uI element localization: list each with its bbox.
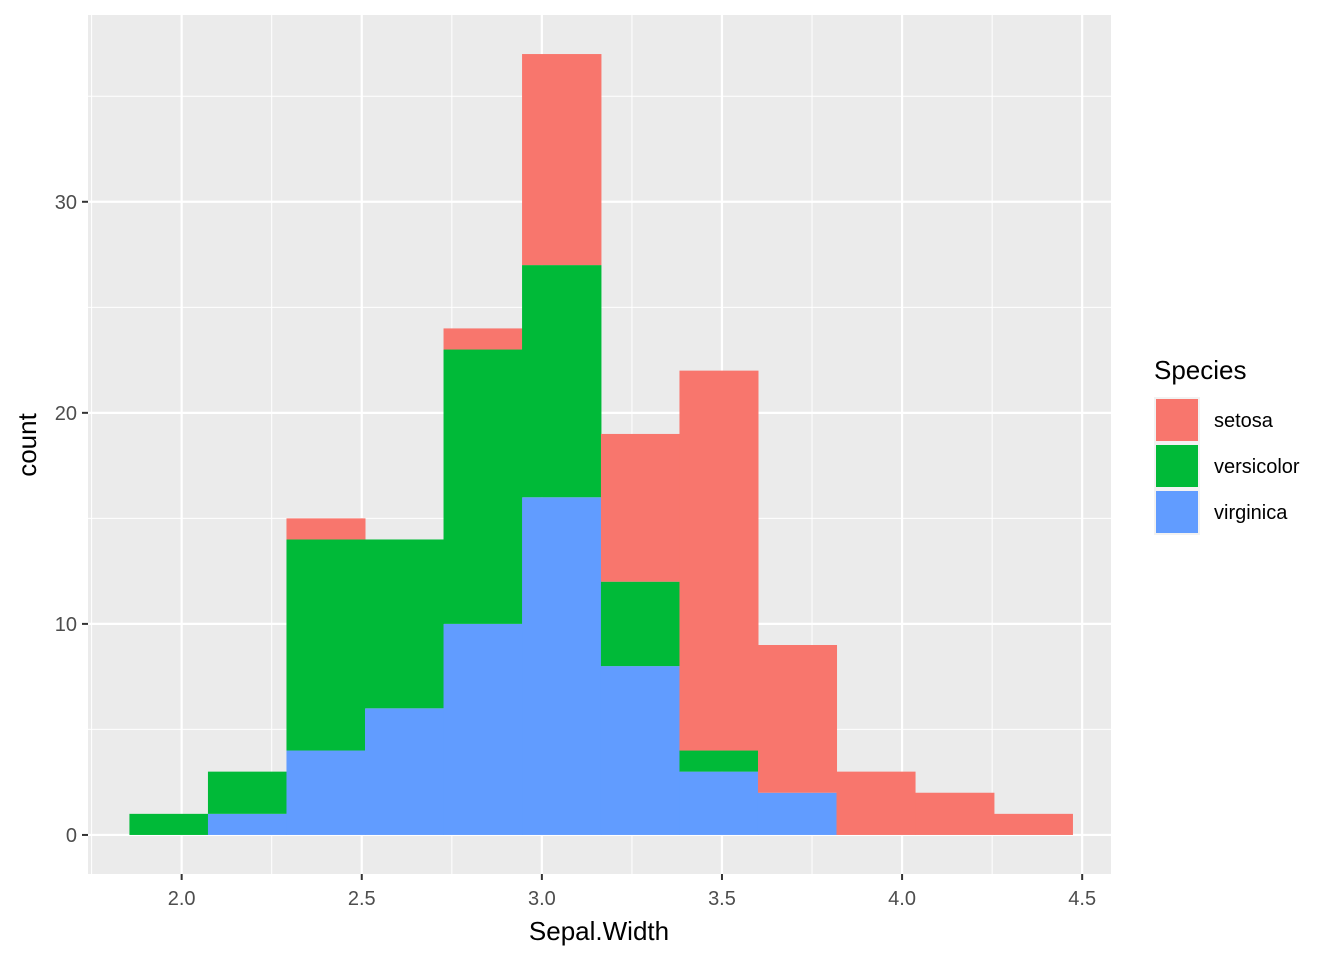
bar-virginica: [443, 623, 523, 835]
x-tick-label: 2.5: [348, 888, 376, 910]
bar-setosa: [286, 518, 366, 540]
y-axis-title: count: [12, 412, 42, 476]
x-axis-title: Sepal.Width: [529, 916, 669, 946]
y-axis: 0 10 20 30: [55, 192, 88, 847]
bar-versicolor: [207, 771, 287, 814]
bar-virginica: [679, 771, 759, 835]
x-tick-label: 3.0: [528, 888, 556, 910]
legend-key-versicolor: [1156, 445, 1198, 487]
x-tick-label: 2.0: [168, 888, 196, 910]
bars: [129, 54, 1073, 835]
legend-label-versicolor: versicolor: [1214, 456, 1300, 478]
bar-setosa: [757, 645, 838, 793]
x-tick-label: 4.5: [1068, 888, 1096, 910]
x-tick-label: 3.5: [708, 888, 736, 910]
bar-virginica: [365, 708, 445, 835]
bar-setosa: [600, 433, 680, 582]
x-tick-label: 4.0: [888, 888, 916, 910]
y-tick-label: 0: [66, 825, 77, 847]
x-axis: 2.0 2.5 3.0 3.5 4.0 4.5: [168, 874, 1096, 910]
bar-versicolor: [600, 581, 680, 667]
bar-setosa: [679, 370, 759, 751]
bar-setosa: [522, 54, 602, 266]
bar-versicolor: [443, 349, 523, 624]
bar-setosa: [443, 328, 523, 350]
bar-virginica: [207, 813, 287, 835]
bar-setosa: [836, 771, 916, 835]
legend-title: Species: [1154, 355, 1247, 385]
bar-versicolor: [129, 813, 209, 835]
bar-versicolor: [365, 539, 445, 709]
legend-key-virginica: [1156, 491, 1198, 533]
y-tick-label: 20: [55, 403, 77, 425]
bar-versicolor: [522, 265, 602, 498]
legend-label-setosa: setosa: [1214, 410, 1274, 432]
bar-setosa: [915, 792, 995, 835]
bar-virginica: [286, 750, 366, 835]
bar-virginica: [600, 666, 680, 835]
y-tick-label: 30: [55, 192, 77, 214]
bar-versicolor: [286, 539, 366, 751]
legend: Species setosa versicolor virginica: [1154, 355, 1300, 535]
bar-versicolor: [679, 750, 759, 772]
bar-virginica: [522, 497, 602, 835]
y-tick-label: 10: [55, 614, 77, 636]
bar-setosa: [993, 813, 1073, 835]
legend-label-virginica: virginica: [1214, 502, 1288, 524]
bar-virginica: [757, 792, 838, 835]
legend-key-setosa: [1156, 399, 1198, 441]
